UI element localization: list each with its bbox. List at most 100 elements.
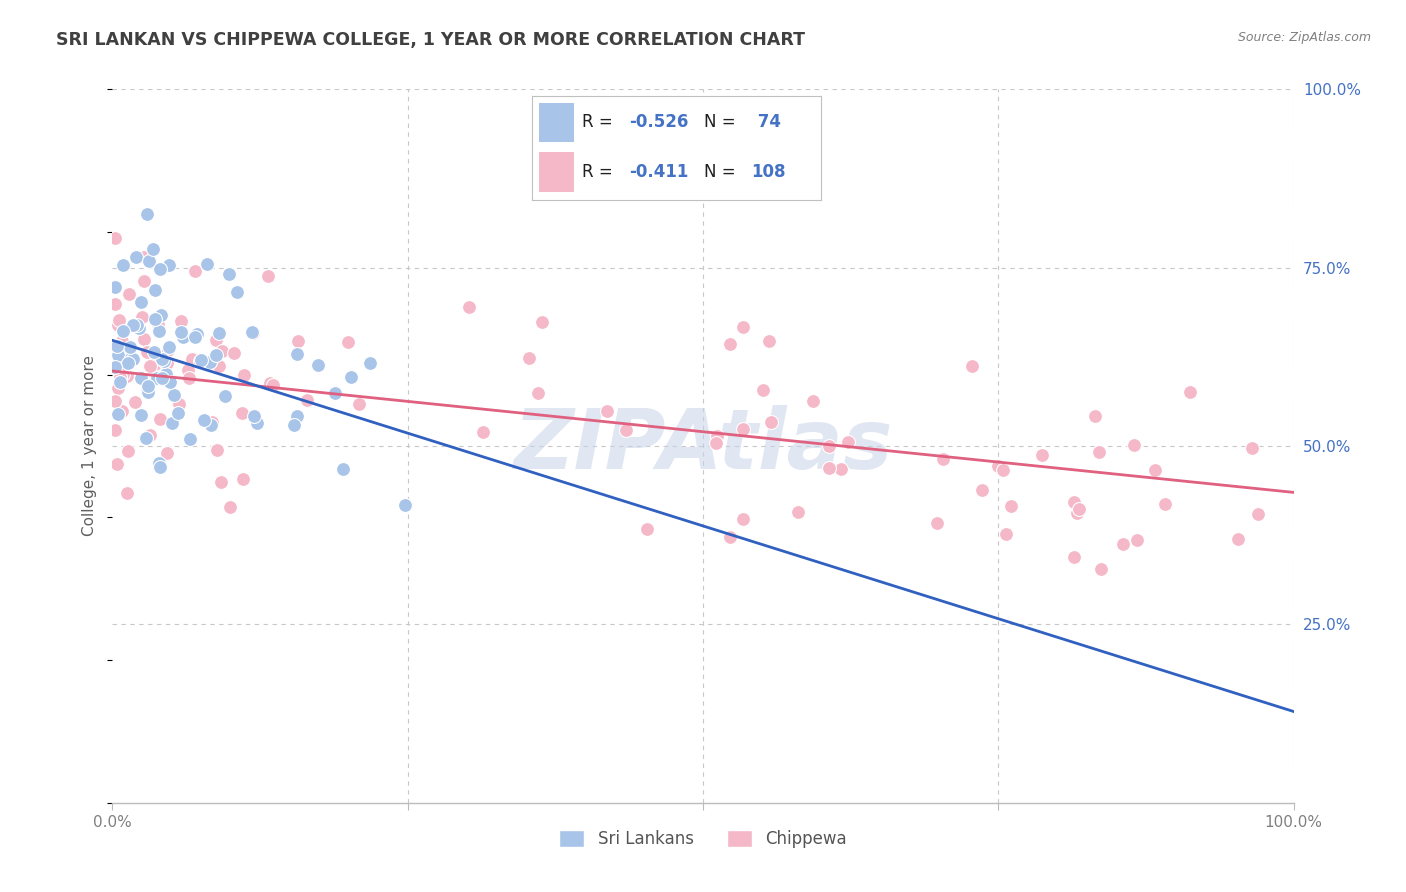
Point [136,379,159,393]
Point [458,300,481,314]
Point [614,423,637,437]
Point [177,371,200,385]
Point [160,416,183,430]
Point [177,362,200,376]
Point [104,394,127,409]
Point [124,394,146,409]
Point [198,354,221,368]
Point [143,357,166,371]
Point [1154,497,1177,511]
Point [143,312,166,326]
Point [231,406,253,420]
Point [211,344,233,359]
Point [526,385,548,400]
Point [987,459,1010,474]
Point [731,421,754,435]
Point [226,285,249,300]
Point [146,370,169,384]
Point [132,250,155,264]
Point [111,334,134,348]
Point [129,294,152,309]
Point [105,339,128,353]
Point [595,403,617,417]
Point [166,406,188,420]
Point [731,512,754,526]
Point [172,330,194,344]
Point [718,337,741,351]
Point [394,498,416,512]
Point [162,388,184,402]
Point [218,267,240,281]
Point [1241,442,1264,456]
Point [128,321,150,335]
Point [104,360,127,375]
Point [159,375,181,389]
Text: SRI LANKAN VS CHIPPEWA COLLEGE, 1 YEAR OR MORE CORRELATION CHART: SRI LANKAN VS CHIPPEWA COLLEGE, 1 YEAR O… [56,31,806,49]
Point [131,310,153,325]
Text: Source: ZipAtlas.com: Source: ZipAtlas.com [1237,31,1371,45]
Point [205,443,228,458]
Point [112,324,135,338]
Point [107,342,129,356]
Point [837,435,859,450]
Point [120,340,142,354]
Point [150,371,173,385]
Point [531,315,554,329]
Point [1000,499,1022,513]
Point [136,385,159,400]
Point [208,359,231,373]
Point [115,486,138,500]
Point [204,333,226,347]
Point [297,393,319,408]
Point [149,308,172,322]
Point [155,368,177,383]
Point [214,389,236,403]
Point [259,376,281,390]
Point [107,381,129,395]
Point [224,346,246,360]
Point [190,353,212,368]
Point [205,348,228,362]
Point [135,344,157,359]
Point [1063,495,1085,509]
Point [830,462,852,476]
Point [146,317,169,331]
Point [733,319,755,334]
Point [186,326,208,341]
Point [1227,533,1250,547]
Point [1122,438,1144,452]
Point [193,413,215,427]
Point [107,318,129,333]
Point [1063,550,1085,565]
Point [149,261,172,276]
Point [108,375,131,389]
Point [285,347,308,361]
Point [1112,537,1135,551]
Point [752,383,775,397]
Point [208,326,231,341]
Point [112,258,135,272]
Point [120,351,142,365]
Point [995,527,1018,541]
Point [135,432,157,446]
Point [104,296,127,310]
Point [1144,462,1167,476]
Point [758,334,780,348]
Point [155,356,177,370]
Point [131,371,153,385]
Point [257,268,280,283]
Point [636,522,658,536]
Point [285,409,308,424]
Point [262,378,284,392]
Point [136,384,159,398]
Point [201,415,224,429]
Point [931,452,953,467]
Point [118,287,141,301]
Point [786,504,808,518]
Point [243,409,266,424]
Point [200,418,222,433]
Point [104,231,127,245]
Point [471,425,494,439]
Point [307,358,329,372]
Point [340,369,363,384]
